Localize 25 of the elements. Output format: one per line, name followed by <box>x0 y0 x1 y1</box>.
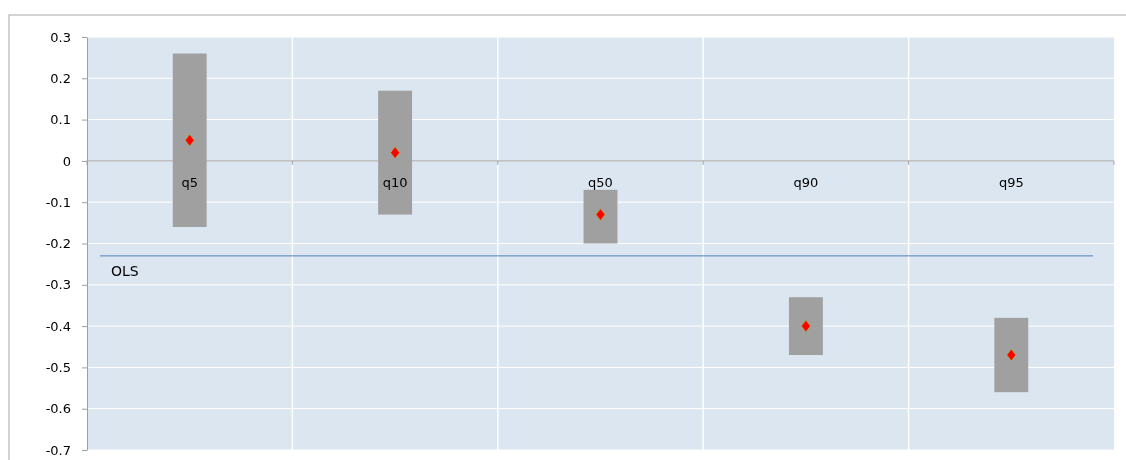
x-tick-label: q95 <box>998 174 1024 190</box>
y-tick-label: -0.3 <box>45 277 71 293</box>
y-tick-label: -0.1 <box>45 194 71 210</box>
x-tick-label: q5 <box>181 174 198 190</box>
y-tick-label: -0.5 <box>45 360 71 376</box>
y-tick-label: -0.6 <box>45 401 71 417</box>
x-tick-label: q90 <box>793 174 819 190</box>
point <box>801 320 811 333</box>
y-tick-label: -0.4 <box>45 318 71 334</box>
point <box>390 146 400 159</box>
point <box>595 208 606 221</box>
y-tick-label: -0.7 <box>45 442 71 458</box>
point <box>1006 348 1017 362</box>
bar <box>583 189 618 244</box>
bar <box>788 297 823 356</box>
y-tick-label: 0 <box>62 153 71 169</box>
bar <box>994 317 1029 393</box>
y-tick-label: 0.1 <box>50 112 71 128</box>
x-tick-label: q10 <box>382 174 408 190</box>
y-tick-label: 0.2 <box>50 70 71 86</box>
point <box>184 134 195 147</box>
y-tick-label: -0.2 <box>45 236 71 252</box>
y-tick-label: 0.3 <box>50 29 71 45</box>
ref-line-label: OLS <box>111 262 139 279</box>
x-tick-label: q50 <box>588 174 613 190</box>
